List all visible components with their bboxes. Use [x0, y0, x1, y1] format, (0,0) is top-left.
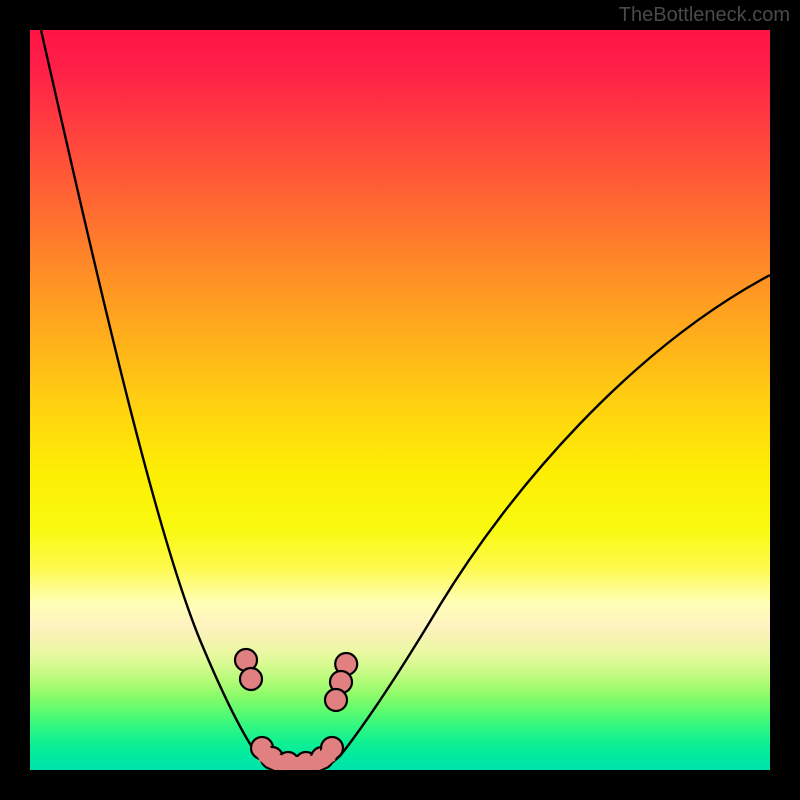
attribution-text: TheBottleneck.com [619, 4, 790, 27]
marker-left-cluster [235, 649, 262, 690]
plot-area [30, 30, 770, 770]
curve-right [340, 275, 770, 756]
marker-right-cluster [325, 653, 357, 711]
chart-svg [30, 30, 770, 770]
marker-bottom-chain [251, 737, 343, 770]
curve-left [41, 30, 258, 756]
